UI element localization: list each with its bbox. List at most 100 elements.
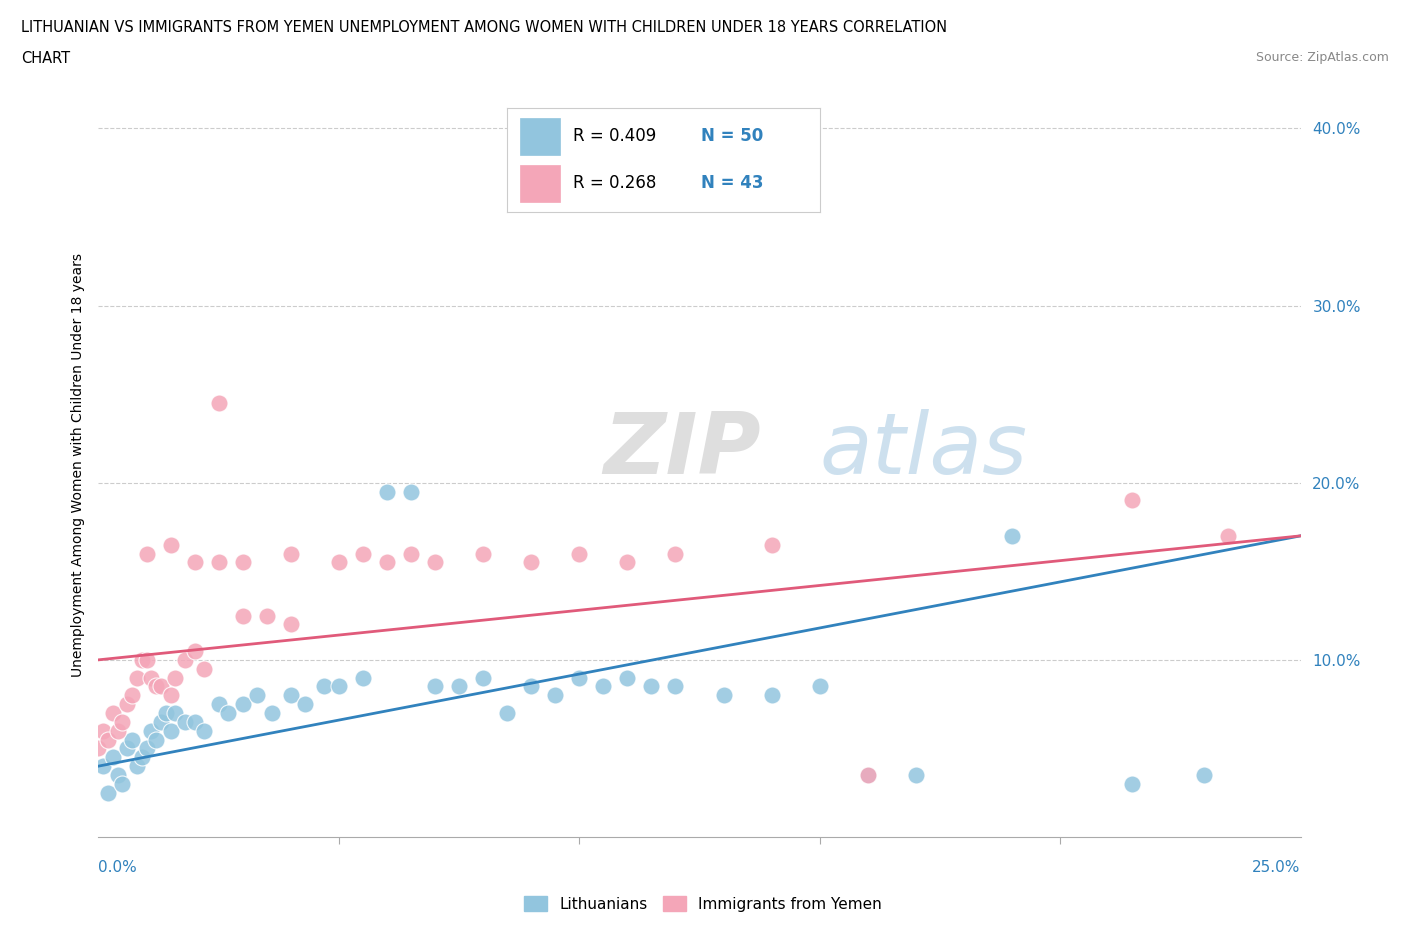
Point xyxy=(761,688,783,703)
Point xyxy=(193,661,215,676)
Point xyxy=(149,679,172,694)
Point xyxy=(280,617,302,631)
Point xyxy=(141,671,163,685)
Point xyxy=(107,767,129,782)
Point xyxy=(135,741,157,756)
Point xyxy=(232,555,254,570)
Point xyxy=(664,679,686,694)
Point xyxy=(280,546,302,561)
Point xyxy=(155,706,177,721)
Point xyxy=(159,688,181,703)
Point xyxy=(1121,493,1143,508)
Point xyxy=(856,767,879,782)
Point xyxy=(208,395,231,410)
Point xyxy=(145,732,167,747)
Point xyxy=(1218,528,1240,543)
Point xyxy=(256,608,278,623)
Point xyxy=(399,546,422,561)
Point xyxy=(592,679,614,694)
Point xyxy=(193,724,215,738)
Point xyxy=(375,485,398,499)
Point xyxy=(1121,777,1143,791)
Point xyxy=(640,679,662,694)
Point xyxy=(135,653,157,668)
Point xyxy=(328,555,350,570)
Point xyxy=(761,538,783,552)
Point xyxy=(111,777,134,791)
Point xyxy=(97,732,120,747)
Point xyxy=(183,714,205,729)
Point xyxy=(260,706,283,721)
Point xyxy=(131,653,153,668)
Text: atlas: atlas xyxy=(820,408,1028,492)
Point xyxy=(232,697,254,711)
Point xyxy=(117,741,139,756)
Text: LITHUANIAN VS IMMIGRANTS FROM YEMEN UNEMPLOYMENT AMONG WOMEN WITH CHILDREN UNDER: LITHUANIAN VS IMMIGRANTS FROM YEMEN UNEM… xyxy=(21,20,948,35)
Point xyxy=(294,697,316,711)
Point xyxy=(423,679,446,694)
Point xyxy=(174,714,197,729)
Point xyxy=(520,679,543,694)
Point xyxy=(107,724,129,738)
Point xyxy=(183,555,205,570)
Point xyxy=(568,546,591,561)
Point xyxy=(91,759,114,774)
Point xyxy=(472,671,495,685)
Text: Source: ZipAtlas.com: Source: ZipAtlas.com xyxy=(1256,51,1389,64)
Point xyxy=(135,546,157,561)
Point xyxy=(125,671,148,685)
Point xyxy=(145,679,167,694)
Point xyxy=(568,671,591,685)
Point xyxy=(808,679,831,694)
Point xyxy=(97,785,120,800)
Point xyxy=(165,706,187,721)
Point xyxy=(856,767,879,782)
Point xyxy=(121,732,143,747)
Point xyxy=(246,688,269,703)
Point xyxy=(713,688,735,703)
Point xyxy=(232,608,254,623)
Text: 25.0%: 25.0% xyxy=(1253,860,1301,875)
Point xyxy=(121,688,143,703)
Point xyxy=(520,555,543,570)
Point xyxy=(141,724,163,738)
Point xyxy=(447,679,470,694)
Point xyxy=(208,697,231,711)
Point xyxy=(496,706,519,721)
Legend: Lithuanians, Immigrants from Yemen: Lithuanians, Immigrants from Yemen xyxy=(519,889,887,918)
Point xyxy=(91,724,114,738)
Point xyxy=(111,714,134,729)
Point xyxy=(352,671,374,685)
Point xyxy=(125,759,148,774)
Point xyxy=(165,671,187,685)
Point xyxy=(664,546,686,561)
Y-axis label: Unemployment Among Women with Children Under 18 years: Unemployment Among Women with Children U… xyxy=(70,253,84,677)
Point xyxy=(131,750,153,764)
Point xyxy=(328,679,350,694)
Point xyxy=(1194,767,1216,782)
Point xyxy=(117,697,139,711)
Point xyxy=(183,644,205,658)
Text: 0.0%: 0.0% xyxy=(98,860,138,875)
Point xyxy=(399,485,422,499)
Point xyxy=(149,714,172,729)
Text: ZIP: ZIP xyxy=(603,408,761,492)
Point xyxy=(280,688,302,703)
Point xyxy=(904,767,927,782)
Point xyxy=(159,538,181,552)
Point xyxy=(208,555,231,570)
Point xyxy=(1001,528,1024,543)
Point xyxy=(314,679,336,694)
Point xyxy=(217,706,239,721)
Text: CHART: CHART xyxy=(21,51,70,66)
Point xyxy=(375,555,398,570)
Point xyxy=(472,546,495,561)
Point xyxy=(87,741,110,756)
Point xyxy=(423,555,446,570)
Point xyxy=(101,750,124,764)
Point xyxy=(616,555,638,570)
Point xyxy=(352,546,374,561)
Point xyxy=(174,653,197,668)
Point xyxy=(544,688,567,703)
Point xyxy=(101,706,124,721)
